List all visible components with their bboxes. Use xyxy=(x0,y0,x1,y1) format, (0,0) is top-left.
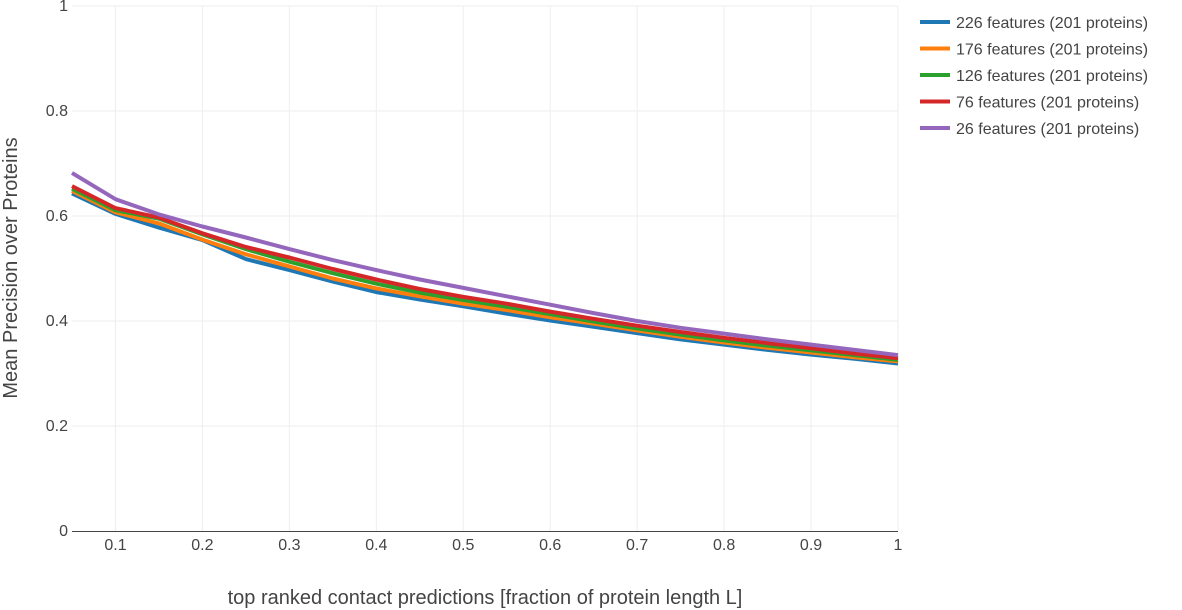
y-tick-label: 0.8 xyxy=(46,103,68,120)
x-tick-label: 0.2 xyxy=(191,537,213,554)
x-tick-label: 0.9 xyxy=(800,537,822,554)
x-axis-ticks: 0.1 0.2 0.3 0.4 0.5 0.6 0.7 0.8 0.9 1 xyxy=(104,537,902,554)
y-tick-label: 0.6 xyxy=(46,208,68,225)
x-tick-label: 0.4 xyxy=(365,537,387,554)
x-axis-title: top ranked contact predictions [fraction… xyxy=(228,587,743,609)
series-line-3 xyxy=(71,186,899,362)
legend[interactable]: 226 features (201 proteins) 176 features … xyxy=(920,15,1148,138)
grid-lines xyxy=(72,5,899,531)
y-tick-label: 1 xyxy=(59,0,68,15)
series-line-4 xyxy=(71,184,899,361)
legend-label: 176 features (201 proteins) xyxy=(956,42,1148,59)
legend-item[interactable]: 76 features (201 proteins) xyxy=(920,95,1139,112)
x-tick-label: 1 xyxy=(894,537,903,554)
x-tick-label: 0.1 xyxy=(104,537,126,554)
x-tick-label: 0.7 xyxy=(626,537,648,554)
x-tick-label: 0.8 xyxy=(713,537,735,554)
legend-label: 26 features (201 proteins) xyxy=(956,121,1139,138)
legend-item[interactable]: 226 features (201 proteins) xyxy=(920,15,1148,32)
y-tick-label: 0.2 xyxy=(46,418,68,435)
legend-item[interactable]: 26 features (201 proteins) xyxy=(920,121,1139,138)
series-line-5 xyxy=(70,171,899,358)
plot-area xyxy=(70,171,899,366)
series-line-2 xyxy=(71,189,899,364)
series-line-1 xyxy=(71,191,899,366)
y-axis-ticks: 0 0.2 0.4 0.6 0.8 1 xyxy=(46,0,68,540)
legend-label: 226 features (201 proteins) xyxy=(956,15,1148,32)
legend-item[interactable]: 126 features (201 proteins) xyxy=(920,68,1148,85)
x-tick-label: 0.3 xyxy=(278,537,300,554)
x-tick-label: 0.5 xyxy=(452,537,474,554)
x-tick-label: 0.6 xyxy=(539,537,561,554)
y-tick-label: 0.4 xyxy=(46,313,68,330)
y-axis-title: Mean Precision over Proteins xyxy=(0,137,22,398)
y-tick-label: 0 xyxy=(59,523,68,540)
legend-label: 76 features (201 proteins) xyxy=(956,95,1139,112)
legend-label: 126 features (201 proteins) xyxy=(956,68,1148,85)
legend-item[interactable]: 176 features (201 proteins) xyxy=(920,42,1148,59)
